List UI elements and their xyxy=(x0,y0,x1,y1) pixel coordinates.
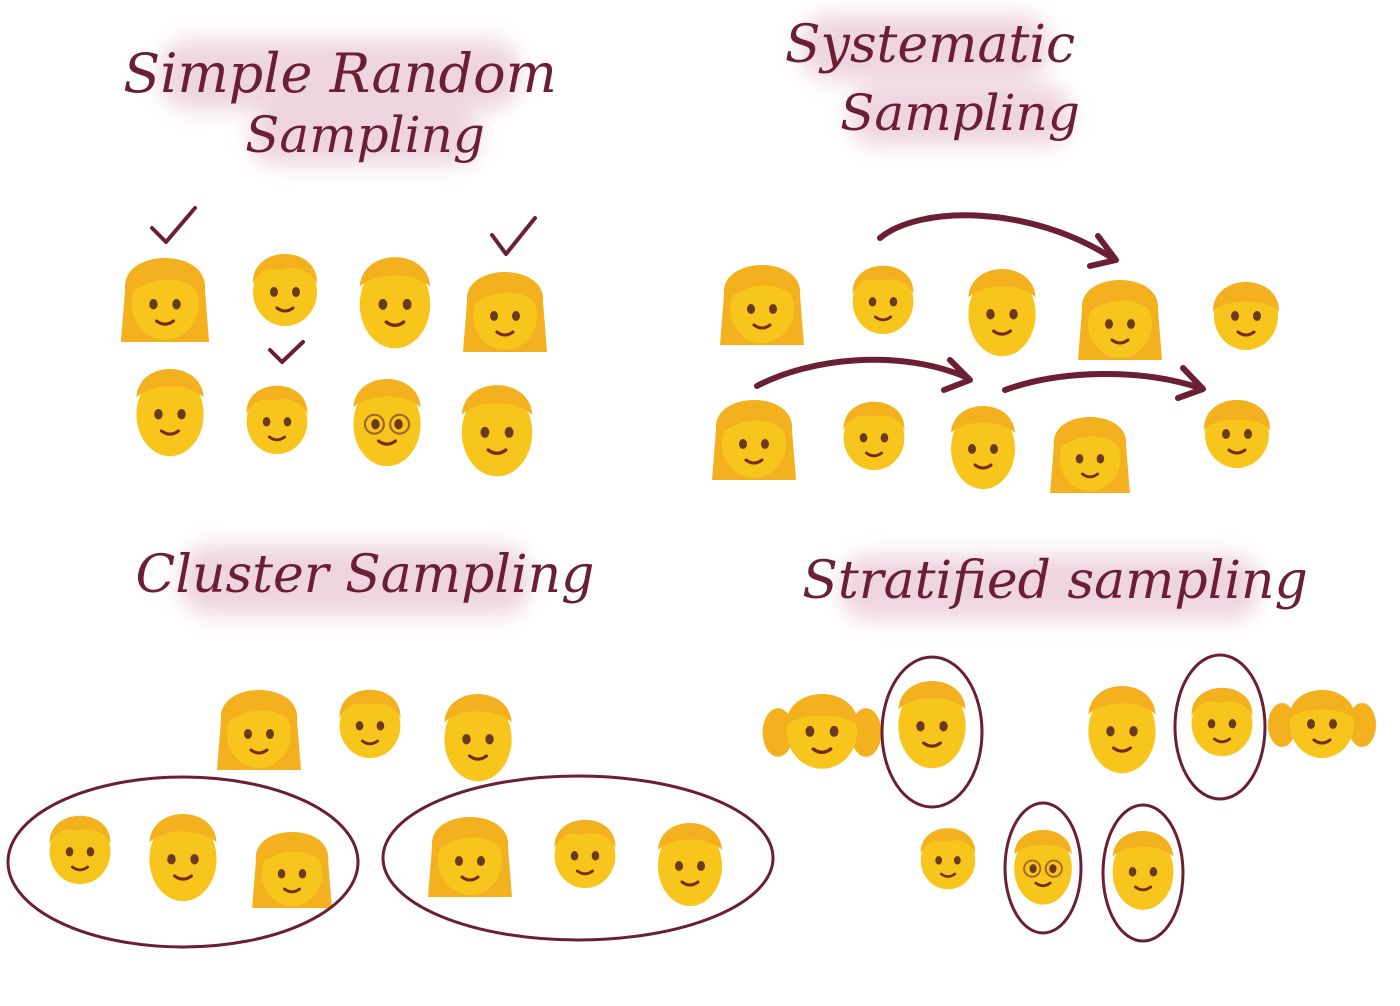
cluster-boy-icon xyxy=(339,689,401,759)
cluster-woman-icon xyxy=(252,832,332,908)
simple-random-man-icon xyxy=(359,257,431,349)
cluster-boy-icon xyxy=(49,815,111,885)
highlight-stratified xyxy=(840,555,1260,620)
cluster-ellipse-left xyxy=(6,775,360,949)
arrow-middle xyxy=(754,356,971,389)
cluster-man-icon xyxy=(444,694,512,782)
highlight-cluster xyxy=(180,545,530,615)
systematic-girl-icon xyxy=(1203,400,1271,468)
strat-circle xyxy=(1003,801,1083,935)
simple-random-woman-icon xyxy=(463,272,547,352)
check-mark-icon xyxy=(268,340,305,364)
systematic-man-icon xyxy=(951,406,1015,489)
systematic-boy-icon xyxy=(852,265,914,335)
cluster-boy-icon xyxy=(554,819,616,889)
highlight-simple-random xyxy=(160,40,520,110)
simple-random-checks xyxy=(150,206,537,364)
highlight-systematic xyxy=(800,15,1050,80)
simple-random-child-icon xyxy=(246,385,308,455)
title-systematic-line1: Systematic xyxy=(785,15,1075,75)
title-cluster: Cluster Sampling xyxy=(136,545,595,605)
stratified-circles xyxy=(880,653,1267,943)
cluster-woman-icon xyxy=(217,690,301,770)
cluster-man-icon xyxy=(149,814,217,902)
stratified-boy-icon xyxy=(920,828,976,890)
simple-random-man-icon xyxy=(461,385,533,477)
stratified-boy-icon xyxy=(1191,687,1253,757)
systematic-woman-icon xyxy=(1078,280,1162,360)
title-highlights xyxy=(160,15,1260,620)
stratified-man-icon xyxy=(1088,686,1156,774)
systematic-woman-icon xyxy=(712,400,796,480)
title-systematic-line2: Sampling xyxy=(840,84,1080,142)
cluster-ellipses xyxy=(6,774,775,949)
stratified-man-icon xyxy=(1112,830,1174,910)
strat-circle xyxy=(1173,653,1267,801)
systematic-woman-icon xyxy=(1050,417,1130,493)
title-simple-random-line1: Simple Random xyxy=(123,42,557,105)
arrowhead-icon xyxy=(1087,233,1119,269)
arrow-top xyxy=(877,212,1115,261)
systematic-girl-icon xyxy=(1212,282,1280,350)
strat-circle xyxy=(880,655,984,809)
systematic-man-icon xyxy=(968,269,1036,357)
strat-circle xyxy=(1101,803,1185,943)
stratified-girl-pigtails-icon xyxy=(1268,690,1376,758)
highlight-systematic-2 xyxy=(850,85,1070,145)
cluster-man-icon xyxy=(658,823,722,906)
arrow-lower xyxy=(1002,370,1203,393)
check-mark-icon xyxy=(150,206,197,244)
title-simple-random-line2: Sampling xyxy=(245,106,485,164)
cluster-woman-icon xyxy=(428,817,512,897)
stratified-girl-pigtails-icon xyxy=(762,694,882,769)
systematic-woman-icon xyxy=(720,265,804,345)
stratified-man-icon xyxy=(898,681,966,769)
arrowhead-icon xyxy=(1175,365,1206,401)
arrowhead-icon xyxy=(941,357,973,393)
titles: Simple Random Sampling Systematic Sampli… xyxy=(123,15,1308,611)
simple-random-man-icon xyxy=(136,369,204,457)
people-layer xyxy=(49,254,1376,910)
systematic-arrows xyxy=(754,212,1206,401)
check-mark-icon xyxy=(490,216,537,256)
systematic-boy-icon xyxy=(843,401,905,471)
simple-random-woman-icon xyxy=(120,258,210,342)
simple-random-boy-icon xyxy=(252,254,318,326)
stratified-man-glasses-icon xyxy=(1014,829,1072,905)
simple-random-man-glasses-icon xyxy=(353,379,421,467)
highlight-simple-random-2 xyxy=(250,110,480,165)
title-stratified: Stratified sampling xyxy=(802,551,1308,611)
cluster-ellipse-right xyxy=(381,774,775,942)
